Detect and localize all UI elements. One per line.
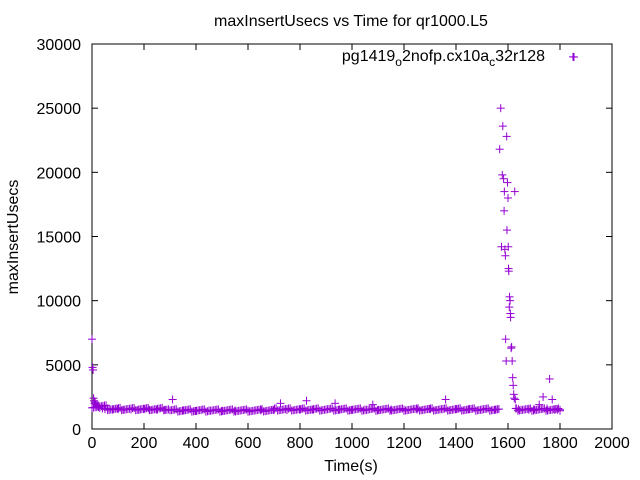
data-point-dense	[556, 406, 564, 415]
plot-frame	[91, 43, 613, 430]
data-point	[302, 396, 311, 405]
data-point	[508, 373, 517, 382]
legend: pg1419o2nofp.cx10ac32r128	[342, 48, 578, 69]
data-points	[88, 52, 577, 416]
legend-text-part: o	[395, 55, 402, 69]
data-point	[331, 399, 340, 408]
data-point	[500, 187, 509, 196]
data-point	[496, 104, 505, 113]
data-point	[569, 52, 577, 61]
data-point	[510, 394, 519, 403]
legend-text-part: 32r128	[495, 48, 545, 65]
data-point	[501, 335, 510, 344]
data-point	[505, 292, 514, 301]
data-point	[535, 400, 544, 409]
data-point	[441, 395, 450, 404]
legend-text-part: 2nofp.cx10a	[402, 48, 489, 65]
data-point	[500, 206, 509, 215]
data-point-dense	[102, 401, 111, 410]
y-tick-label: 10000	[37, 294, 82, 311]
x-tick-label: 1400	[438, 435, 474, 452]
data-point	[509, 390, 518, 399]
data-point	[498, 170, 507, 179]
data-point	[509, 381, 518, 390]
data-point	[510, 187, 519, 196]
x-axis: 0 200 400 600 800 1000 1200 1400 1600 1800 2000	[88, 44, 630, 452]
data-point	[506, 296, 515, 305]
y-tick-label: 0	[72, 422, 81, 439]
y-tick-label: 20000	[37, 165, 82, 182]
data-point	[507, 342, 516, 351]
y-tick-label: 15000	[37, 230, 82, 247]
data-point	[501, 251, 510, 260]
data-point	[502, 226, 511, 235]
data-point	[506, 313, 515, 322]
y-tick-label: 5000	[45, 358, 81, 375]
data-point	[498, 122, 507, 131]
x-axis-label: Time(s)	[324, 458, 378, 475]
x-tick-label: 1800	[542, 435, 578, 452]
plot-border	[91, 43, 613, 430]
data-point	[505, 303, 514, 312]
legend-text-part: c	[489, 55, 495, 69]
legend-text-part: pg1419	[342, 48, 395, 65]
data-point	[168, 395, 177, 404]
x-tick-label: 2000	[594, 435, 630, 452]
data-point	[511, 395, 520, 404]
data-point	[495, 145, 504, 154]
data-point	[499, 174, 508, 183]
x-tick-label: 400	[183, 435, 210, 452]
x-tick-label: 1200	[386, 435, 422, 452]
y-axis-label: maxInsertUsecs	[5, 180, 22, 295]
data-point	[89, 365, 98, 374]
data-point	[539, 392, 548, 401]
y-axis: 0 5000 10000 15000 20000 25000 30000	[37, 37, 612, 439]
data-point	[502, 132, 511, 141]
x-tick-label: 200	[131, 435, 158, 452]
data-point	[504, 194, 512, 202]
data-point	[88, 335, 96, 344]
data-point	[503, 178, 512, 187]
chart-title: maxInsertUsecs vs Time for qr1000.L5	[214, 13, 488, 30]
data-point	[504, 267, 513, 276]
data-point	[508, 356, 517, 365]
data-point	[548, 395, 557, 404]
data-point	[545, 374, 554, 383]
x-tick-label: 1000	[334, 435, 370, 452]
y-tick-label: 25000	[37, 101, 82, 118]
x-tick-label: 600	[235, 435, 262, 452]
data-point	[504, 242, 513, 251]
legend-label: pg1419o2nofp.cx10ac32r128	[342, 48, 545, 69]
data-point-dense	[493, 405, 502, 414]
data-point	[507, 344, 516, 353]
y-tick-label: 30000	[37, 37, 82, 54]
x-tick-label: 1600	[490, 435, 526, 452]
x-tick-label: 0	[88, 435, 97, 452]
x-tick-label: 800	[287, 435, 314, 452]
